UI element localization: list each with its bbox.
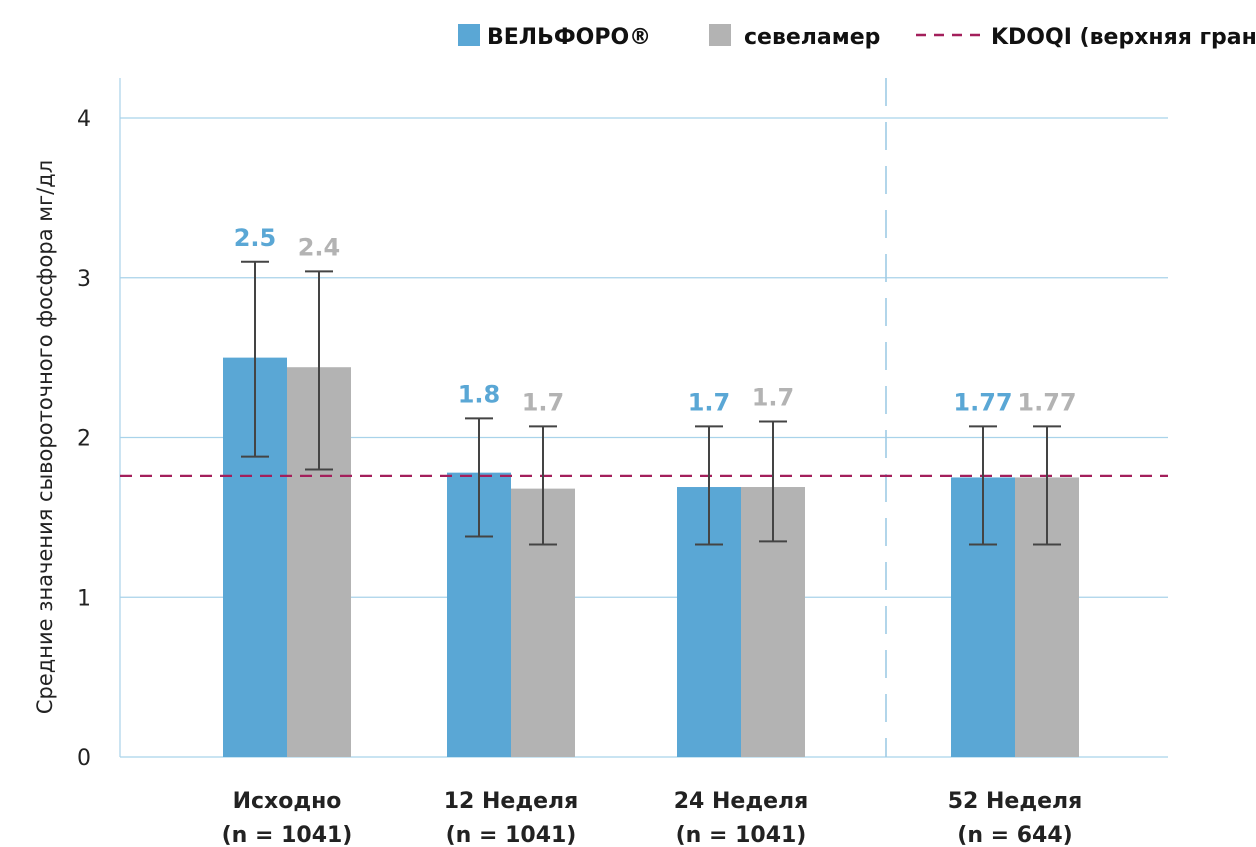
error-bar	[465, 417, 493, 538]
x-tick-sublabel: (n = 1041)	[676, 823, 807, 847]
error-bar	[529, 425, 557, 546]
legend-swatch-sevelamer	[709, 24, 731, 46]
y-tick-label: 2	[77, 427, 91, 452]
legend-label-kdoqi: KDOQI (верхняя граница)	[991, 25, 1256, 50]
legend-swatch-velphoro	[458, 24, 480, 46]
error-bar	[759, 420, 787, 543]
legend-label-velphoro: ВЕЛЬФОРО®	[487, 25, 651, 50]
x-tick-label: Исходно	[233, 789, 342, 814]
error-bar	[305, 270, 333, 471]
y-tick-label: 0	[77, 746, 91, 771]
y-tick-label: 1	[77, 586, 91, 611]
x-tick-label: 52 Неделя	[948, 789, 1083, 814]
x-tick-label: 24 Неделя	[674, 789, 809, 814]
error-bar	[241, 260, 269, 458]
data-label: 1.77	[1017, 388, 1076, 416]
y-tick-label: 4	[77, 107, 91, 132]
data-label: 2.5	[234, 224, 277, 252]
x-tick-sublabel: (n = 644)	[957, 823, 1072, 847]
legend-label-sevelamer: севеламер	[744, 25, 880, 50]
x-tick-label: 12 Неделя	[444, 789, 579, 814]
data-label: 1.7	[688, 388, 731, 416]
x-tick-sublabel: (n = 1041)	[446, 823, 577, 847]
y-axis-label: Средние значения сывороточного фосфора м…	[33, 160, 57, 714]
legend: ВЕЛЬФОРО® севеламер KDOQI (верхняя граница…	[458, 24, 1256, 50]
y-tick-label: 3	[77, 267, 91, 292]
error-bar	[1033, 425, 1061, 546]
error-bar	[695, 425, 723, 546]
data-label: 1.77	[953, 388, 1012, 416]
data-label: 1.7	[752, 384, 795, 412]
data-label: 1.7	[522, 388, 565, 416]
x-tick-sublabel: (n = 1041)	[222, 823, 353, 847]
error-bar	[969, 425, 997, 546]
data-label: 2.4	[298, 233, 341, 261]
data-label: 1.8	[458, 380, 501, 408]
